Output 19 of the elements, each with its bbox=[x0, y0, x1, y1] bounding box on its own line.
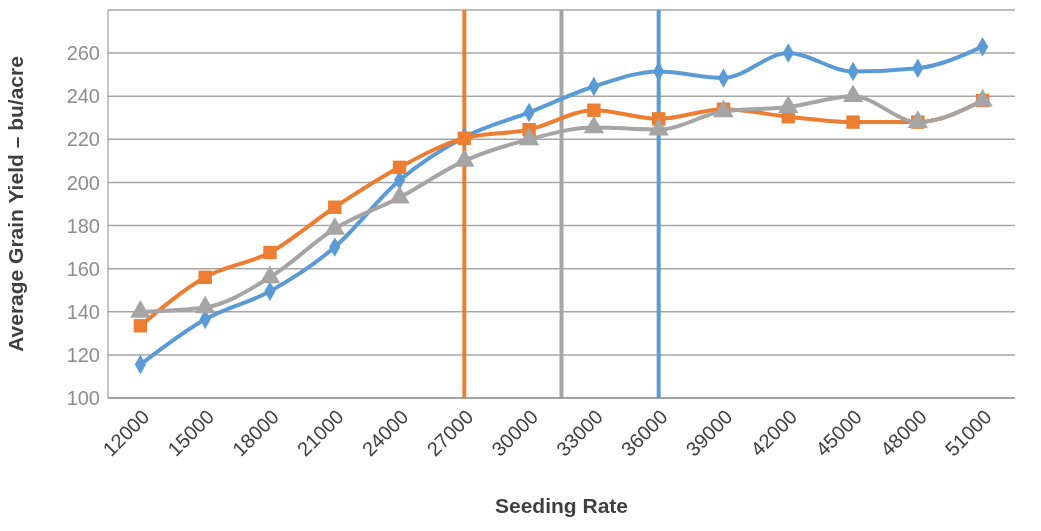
x-axis-title: Seeding Rate bbox=[494, 494, 629, 517]
y-tick-label: 240 bbox=[66, 85, 100, 108]
y-tick-label: 200 bbox=[66, 171, 100, 194]
y-axis-title: Average Grain Yield – bu/acre bbox=[4, 56, 28, 352]
point bbox=[457, 131, 472, 145]
y-tick-label: 220 bbox=[66, 128, 100, 151]
point bbox=[328, 200, 342, 214]
y-tick-label: 180 bbox=[66, 214, 100, 237]
y-tick-label: 100 bbox=[66, 387, 100, 410]
y-tick-label: 260 bbox=[66, 42, 100, 65]
point bbox=[263, 245, 277, 260]
point bbox=[392, 160, 407, 175]
point bbox=[198, 270, 212, 284]
y-tick-label: 120 bbox=[66, 343, 100, 366]
y-tick-label: 140 bbox=[66, 300, 100, 323]
point bbox=[133, 319, 148, 333]
y-tick-label: 160 bbox=[66, 257, 100, 280]
point bbox=[587, 103, 601, 117]
point bbox=[846, 115, 860, 129]
